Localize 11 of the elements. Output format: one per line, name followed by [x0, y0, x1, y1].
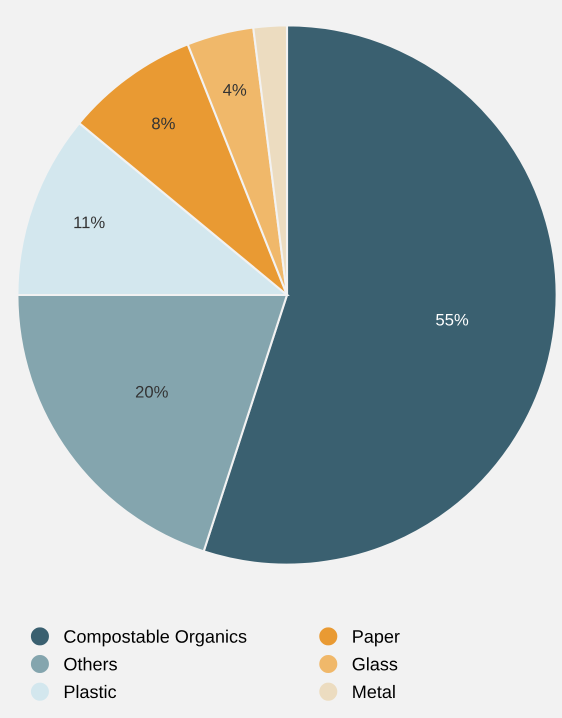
data-label: 8% — [152, 118, 175, 130]
data-label: 20% — [136, 386, 168, 398]
legend-label: Compostable Organics — [64, 630, 246, 646]
data-label: 11% — [74, 216, 105, 228]
legend-label: Paper — [353, 630, 400, 646]
legend-label: Metal — [353, 684, 395, 698]
data-label: 4% — [223, 84, 246, 96]
legend-label: Others — [64, 657, 117, 671]
data-label: 55% — [436, 314, 468, 326]
legend-label: Plastic — [64, 684, 116, 698]
legend-label: Glass — [352, 657, 398, 671]
